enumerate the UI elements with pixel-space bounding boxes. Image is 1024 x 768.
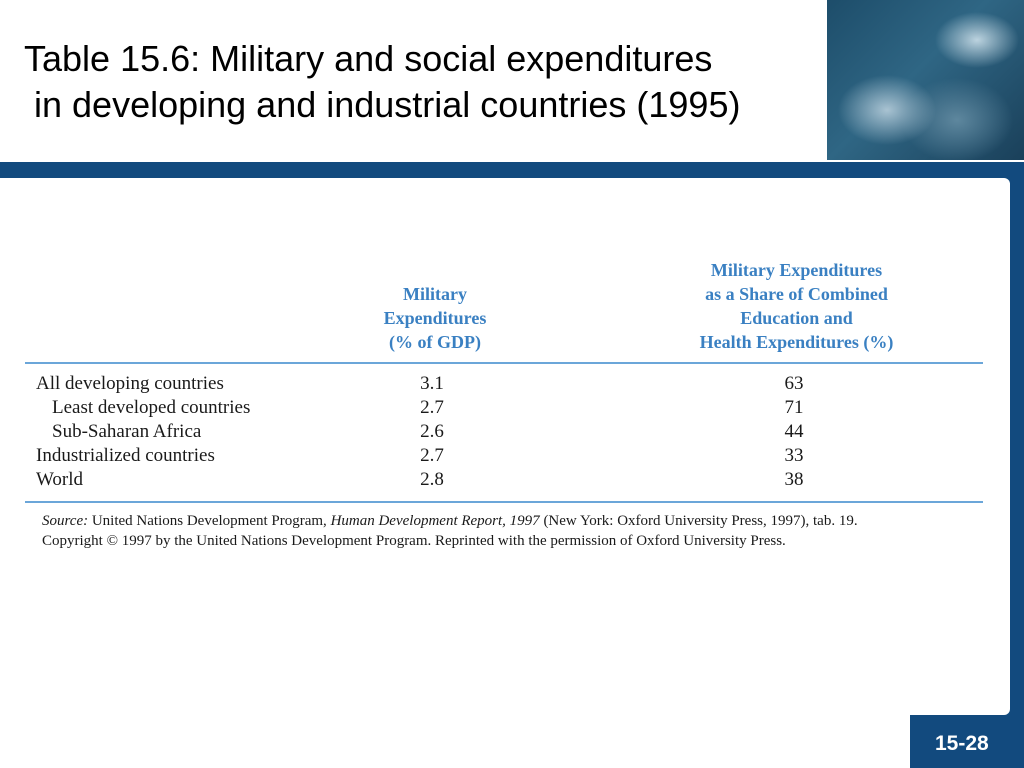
column-header-text: Expenditures: [383, 308, 487, 328]
military-pct-gdp-cell: 2.7: [420, 445, 444, 466]
column-header-text: Military Expenditures: [710, 260, 883, 280]
source-note-line-2: Copyright © 1997 by the United Nations D…: [42, 533, 786, 549]
column-header-text: Military: [403, 284, 467, 304]
military-pct-gdp-cell: 2.6: [420, 421, 444, 442]
row-label: World: [36, 469, 84, 490]
globe-decorative-image: [827, 0, 1024, 160]
row-label: Sub-Saharan Africa: [52, 421, 202, 442]
page-number-badge: [912, 717, 1024, 768]
slide-title-line-1: Table 15.6: Military and social expendit…: [24, 38, 713, 79]
military-pct-gdp-cell: 2.7: [420, 397, 444, 418]
table-panel: Military Expenditures (% of GDP) Militar…: [0, 178, 1010, 715]
table-row: Industrialized countries 2.7 33: [0, 445, 1010, 469]
source-text-a: United Nations Development Program,: [88, 513, 331, 529]
table-row: Sub-Saharan Africa 2.6 44: [0, 421, 1010, 445]
source-note: Source: United Nations Development Progr…: [42, 511, 992, 551]
row-label: All developing countries: [36, 373, 224, 394]
share-pct-cell: 33: [784, 445, 804, 466]
military-pct-gdp-cell: 2.8: [420, 469, 444, 490]
source-report-title: Human Development Report, 1997: [330, 513, 540, 529]
military-pct-gdp-cell: 3.1: [420, 373, 444, 394]
table-row: Least developed countries 2.7 71: [0, 397, 1010, 421]
table-row: All developing countries 3.1 63: [0, 373, 1010, 397]
share-pct-cell: 63: [784, 373, 804, 394]
row-label: Least developed countries: [52, 397, 251, 418]
slide-title-line-2: in developing and industrial countries (…: [24, 84, 741, 125]
table-bottom-rule: [25, 501, 983, 503]
share-pct-cell: 71: [784, 397, 804, 418]
column-header-text: Health Expenditures (%): [699, 332, 894, 352]
column-header-text: as a Share of Combined: [705, 284, 888, 304]
column-header-text: Education and: [740, 308, 853, 328]
share-pct-cell: 38: [784, 469, 804, 490]
share-pct-cell: 44: [784, 421, 804, 442]
row-label: Industrialized countries: [36, 445, 215, 466]
source-text-b: (New York: Oxford University Press, 1997…: [539, 513, 858, 529]
source-prefix: Source:: [42, 513, 89, 529]
table-row: World 2.8 38: [0, 469, 1010, 493]
slide-title: Table 15.6: Military and social expendit…: [24, 36, 824, 128]
column-header-text: (% of GDP): [389, 332, 481, 352]
page-number: 15-28: [935, 732, 989, 755]
table-top-rule: [25, 362, 983, 364]
column-header-military-expenditures: Military Expenditures (% of GDP): [355, 282, 515, 354]
column-header-share-of-combined: Military Expenditures as a Share of Comb…: [664, 258, 929, 354]
footer-strip: [0, 715, 910, 768]
source-note-line-1: Source: United Nations Development Progr…: [42, 511, 992, 531]
